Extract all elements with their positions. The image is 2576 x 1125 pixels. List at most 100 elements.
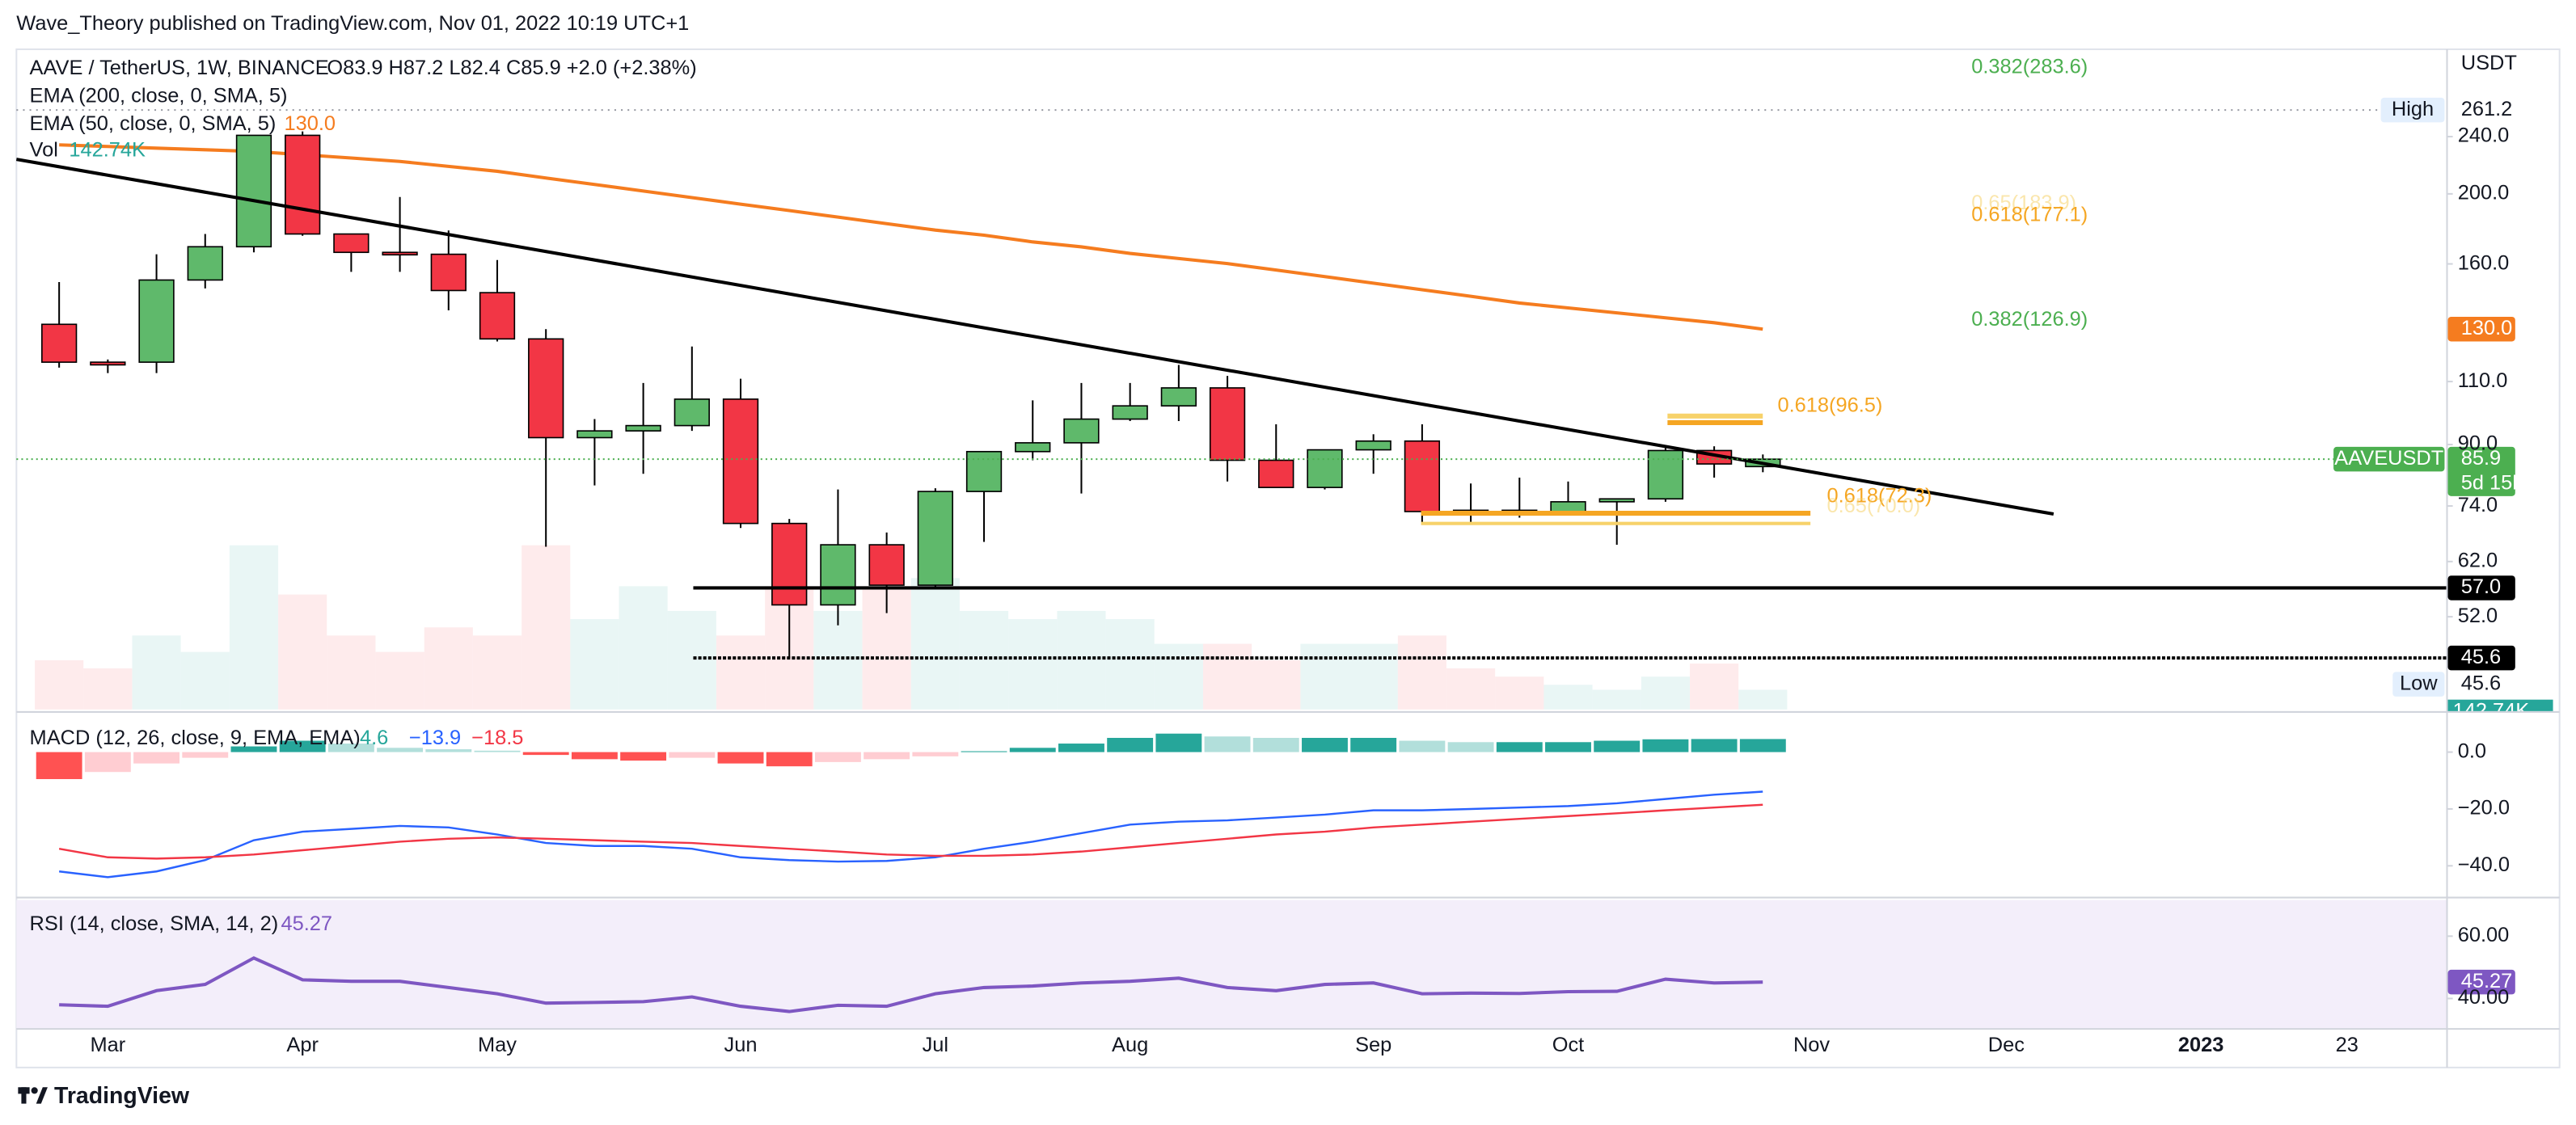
y-tick-label: 40.00 (2458, 986, 2510, 1009)
volume-value: 142.74K (2453, 700, 2530, 723)
y-tick-label: 110.0 (2458, 369, 2508, 392)
candle-body (820, 544, 856, 606)
price-label: 85.9 (2461, 447, 2501, 470)
y-tick-label: 90.0 (2458, 432, 2498, 455)
x-tick-label: Aug (1112, 1034, 1148, 1056)
macd-histogram-bar (1204, 736, 1251, 752)
price-tag: High (2392, 98, 2434, 120)
macd-histogram-bar (522, 752, 569, 756)
fib-label: 0.618(72.3) (1826, 484, 1932, 507)
macd-histogram-bar (620, 752, 667, 761)
candle-body (333, 233, 370, 254)
price-label: 45.6 (2461, 672, 2501, 694)
volume-bar (1154, 643, 1203, 710)
macd-histogram-bar (814, 752, 861, 762)
price-tag: AAVEUSDT (2334, 447, 2443, 470)
macd-histogram-bar (133, 752, 180, 764)
candle-body (90, 361, 126, 366)
volume-bar (180, 651, 230, 710)
candle-body (674, 398, 710, 427)
volume-bar (570, 619, 619, 710)
y-tick-label: −20.0 (2458, 797, 2510, 820)
y-tick-label: −40.0 (2458, 853, 2510, 876)
candle-body (41, 323, 78, 363)
volume-bar (1252, 659, 1301, 710)
macd-histogram-bar (84, 752, 131, 773)
volume-bar (1592, 689, 1641, 710)
candle-body (1112, 405, 1148, 420)
volume-value-box: 142.74K (2447, 700, 2553, 723)
candle-body (965, 450, 1003, 492)
macd-histogram-bar (182, 752, 229, 758)
volume-bar (132, 635, 181, 710)
macd-histogram-bar (1302, 738, 1348, 752)
macd-histogram-bar (36, 752, 82, 780)
price-label: 130.0 (2461, 317, 2513, 339)
price-label-box (2447, 316, 2515, 342)
macd-histogram-bar (230, 746, 277, 752)
candle-body (430, 253, 467, 292)
x-tick-label: Jul (923, 1034, 948, 1056)
indicator-name: Vol (30, 139, 58, 162)
volume-bar (1446, 668, 1496, 710)
volume-bar (667, 610, 716, 710)
candle-body (576, 430, 613, 439)
candle-body (625, 424, 661, 432)
rsi-name: RSI (14, close, SMA, 14, 2) (30, 912, 279, 935)
macd-name: MACD (12, 26, close, 9, EMA, EMA) (30, 727, 361, 749)
fib-label: 0.618(177.1) (1971, 203, 2088, 225)
y-tick-label: 60.00 (2458, 924, 2510, 946)
indicator-name: EMA (50, close, 0, SMA, 5) (30, 112, 277, 135)
macd-histogram-bar (1350, 738, 1397, 752)
price-label-box (2447, 97, 2515, 123)
indicator-name: EMA (200, close, 0, SMA, 5) (30, 85, 288, 107)
volume-bar (83, 668, 133, 710)
price-label-box (2447, 645, 2515, 671)
fib-label: 0.382(126.9) (1971, 308, 2088, 331)
price-tag: Low (2400, 672, 2438, 694)
macd-histogram-bar (1399, 740, 1446, 752)
macd-value: −13.9 (409, 727, 461, 749)
macd-histogram-bar (571, 752, 618, 760)
volume-bar (1397, 635, 1446, 710)
y-tick-label: 200.0 (2458, 182, 2510, 204)
volume-bar (327, 635, 376, 710)
price-label: 45.6 (2461, 646, 2501, 668)
price-label-box (2447, 672, 2515, 697)
macd-histogram-bar (912, 752, 959, 756)
macd-histogram-bar (669, 752, 716, 758)
volume-bar (522, 545, 571, 710)
macd-histogram-bar (1155, 733, 1202, 752)
price-label-sub: 5d 15h (2461, 471, 2524, 494)
y-tick-label: 74.0 (2458, 494, 2498, 516)
volume-bar (1738, 689, 1788, 710)
macd-histogram-bar (279, 740, 326, 752)
candle-body (868, 544, 905, 586)
price-tag-box (2380, 97, 2445, 123)
candle-body (528, 338, 564, 439)
y-tick-label: 62.0 (2458, 550, 2498, 572)
indicator-value: 142.74K (69, 139, 146, 162)
volume-bar (1300, 643, 1349, 710)
fib-label: 0.382(283.6) (1971, 56, 2088, 78)
volume-bar (716, 635, 766, 710)
macd-histogram-bar (864, 752, 910, 760)
rsi-background (16, 900, 2447, 1029)
fib-label: 0.65(70.0) (1826, 495, 1920, 517)
macd-histogram-bar (1739, 739, 1786, 752)
candle-body (382, 251, 418, 256)
price-tag-box (2392, 672, 2445, 697)
volume-bar (1349, 643, 1398, 710)
volume-bar (1057, 610, 1106, 710)
candle-body (1258, 459, 1294, 488)
macd-histogram-bar (717, 752, 764, 764)
volume-bar (1641, 676, 1690, 710)
macd-histogram-bar (377, 748, 424, 752)
candle-body (1160, 387, 1197, 407)
volume-bar (278, 594, 327, 710)
volume-bar (1202, 643, 1252, 710)
macd-histogram-bar (1496, 742, 1543, 752)
ema-line (59, 143, 1763, 331)
price-tag-box (2333, 446, 2445, 472)
